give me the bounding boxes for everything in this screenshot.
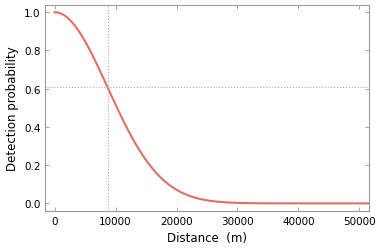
X-axis label: Distance  (m): Distance (m) xyxy=(167,232,247,244)
Y-axis label: Detection probability: Detection probability xyxy=(6,46,19,170)
